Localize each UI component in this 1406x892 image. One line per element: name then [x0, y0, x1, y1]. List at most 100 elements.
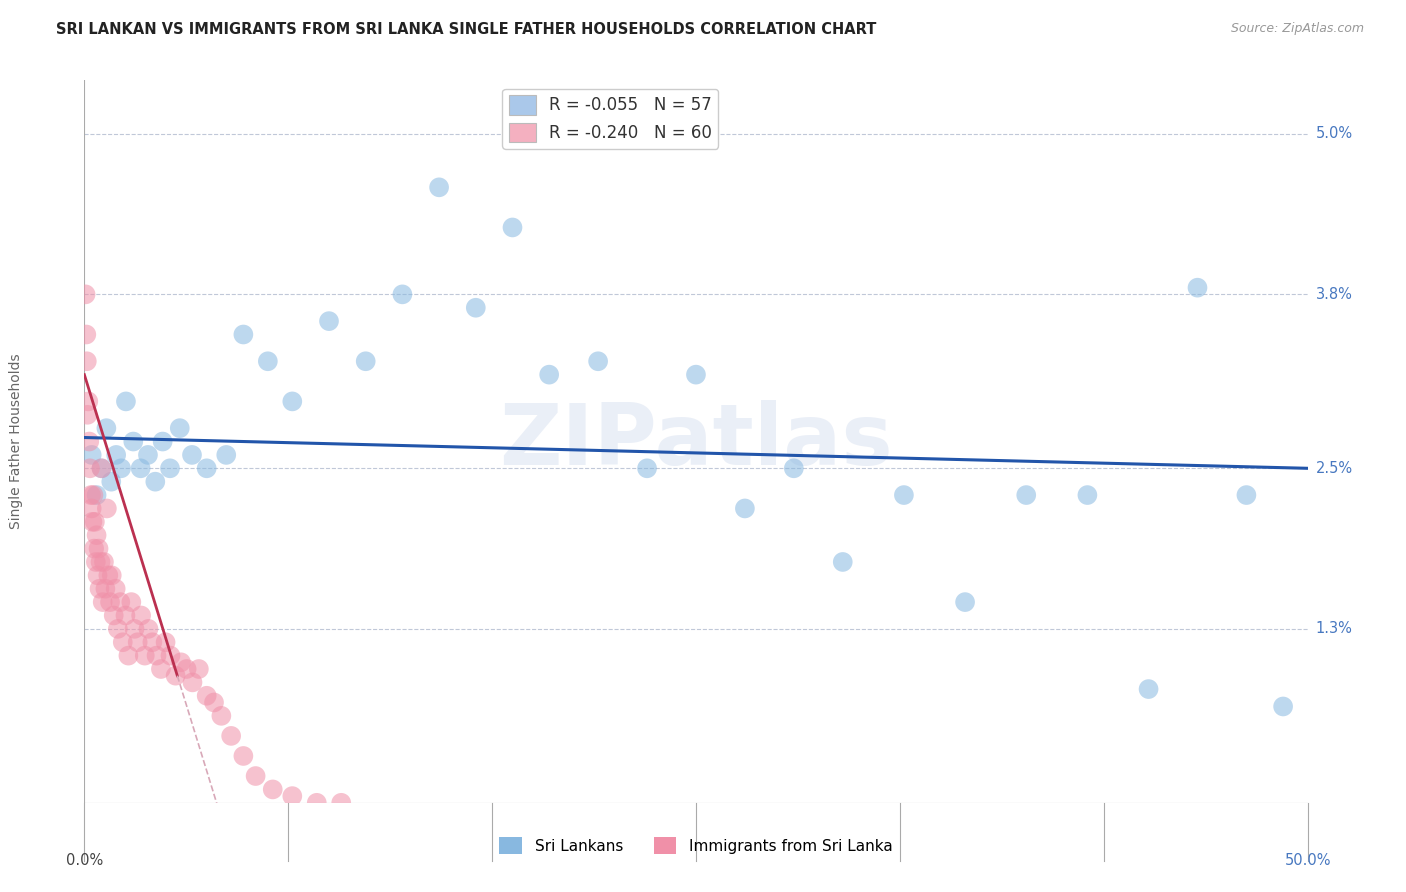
Point: [215, 448, 238, 462]
Point: [262, 782, 284, 797]
Point: [502, 220, 524, 235]
Point: [80, 448, 103, 462]
Point: [181, 448, 204, 462]
Point: [1076, 488, 1098, 502]
Text: 5.0%: 5.0%: [1316, 127, 1353, 141]
Point: [427, 180, 450, 194]
Point: [209, 708, 232, 723]
Point: [685, 368, 707, 382]
Text: 3.8%: 3.8%: [1316, 287, 1353, 301]
Point: [155, 635, 177, 649]
Point: [232, 327, 254, 342]
Point: [1137, 681, 1160, 696]
Point: [136, 448, 159, 462]
Point: [134, 648, 156, 663]
Point: [318, 314, 340, 328]
Point: [464, 301, 486, 315]
Point: [187, 662, 209, 676]
Text: Single Father Households: Single Father Households: [8, 354, 22, 529]
Point: [176, 662, 198, 676]
Point: [87, 541, 110, 556]
Point: [76, 408, 98, 422]
Point: [538, 368, 561, 382]
Point: [76, 354, 98, 368]
Point: [219, 729, 242, 743]
Point: [83, 515, 105, 529]
Point: [1015, 488, 1038, 502]
Point: [115, 394, 138, 409]
Point: [86, 488, 108, 502]
Point: [305, 796, 328, 810]
Point: [138, 622, 160, 636]
Point: [117, 648, 139, 663]
Point: [245, 769, 267, 783]
Text: SRI LANKAN VS IMMIGRANTS FROM SRI LANKA SINGLE FATHER HOUSEHOLDS CORRELATION CHA: SRI LANKAN VS IMMIGRANTS FROM SRI LANKA …: [56, 22, 876, 37]
Text: 50.0%: 50.0%: [1284, 854, 1331, 869]
Point: [124, 622, 146, 636]
Point: [96, 501, 118, 516]
Point: [110, 461, 132, 475]
Point: [391, 287, 413, 301]
Point: [129, 461, 152, 475]
Point: [1187, 280, 1209, 294]
Point: [129, 608, 152, 623]
Text: 2.5%: 2.5%: [1316, 461, 1353, 475]
Point: [114, 608, 136, 623]
Point: [165, 669, 187, 683]
Point: [893, 488, 915, 502]
Point: [281, 394, 304, 409]
Point: [170, 655, 193, 669]
Point: [831, 555, 853, 569]
Point: [80, 488, 103, 502]
Point: [1272, 699, 1295, 714]
Point: [232, 749, 254, 764]
Point: [636, 461, 658, 475]
Point: [77, 394, 100, 409]
Point: [98, 595, 121, 609]
Point: [100, 475, 122, 489]
Point: [257, 354, 280, 368]
Point: [159, 461, 181, 475]
Point: [96, 421, 118, 435]
Point: [104, 582, 127, 596]
Point: [141, 635, 163, 649]
Point: [86, 528, 108, 542]
Point: [86, 568, 108, 582]
Point: [145, 648, 167, 663]
Text: 1.3%: 1.3%: [1316, 622, 1353, 636]
Point: [100, 568, 122, 582]
Point: [90, 461, 112, 475]
Point: [82, 488, 104, 502]
Text: Source: ZipAtlas.com: Source: ZipAtlas.com: [1230, 22, 1364, 36]
Legend: Sri Lankans, Immigrants from Sri Lanka: Sri Lankans, Immigrants from Sri Lanka: [494, 831, 898, 860]
Point: [75, 287, 97, 301]
Point: [195, 461, 218, 475]
Point: [83, 541, 105, 556]
Point: [105, 448, 128, 462]
Point: [181, 675, 204, 690]
Point: [89, 555, 111, 569]
Point: [91, 595, 114, 609]
Point: [195, 689, 218, 703]
Point: [354, 354, 377, 368]
Point: [93, 555, 115, 569]
Point: [783, 461, 806, 475]
Point: [586, 354, 609, 368]
Point: [281, 789, 304, 804]
Point: [94, 582, 117, 596]
Point: [107, 622, 129, 636]
Point: [75, 327, 97, 342]
Point: [79, 461, 101, 475]
Point: [1236, 488, 1258, 502]
Point: [84, 555, 107, 569]
Text: 0.0%: 0.0%: [66, 854, 103, 869]
Point: [82, 515, 104, 529]
Point: [152, 434, 174, 449]
Point: [90, 461, 112, 475]
Point: [103, 608, 125, 623]
Point: [330, 796, 353, 810]
Point: [169, 421, 191, 435]
Point: [734, 501, 756, 516]
Point: [202, 696, 225, 710]
Point: [80, 501, 103, 516]
